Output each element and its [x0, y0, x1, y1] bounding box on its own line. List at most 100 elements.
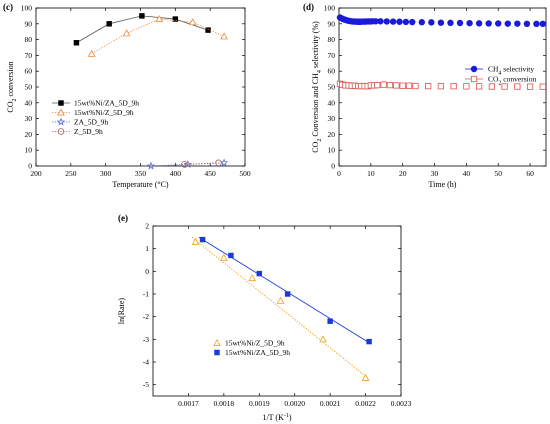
legend-marker [213, 338, 221, 346]
y-tick-label: 0 [331, 162, 335, 171]
y-tick-label: 100 [324, 4, 336, 13]
data-point [155, 15, 164, 23]
y-tick-label: 80 [328, 35, 336, 44]
x-tick-label: 400 [170, 169, 182, 178]
x-tick-label: 0.0023 [391, 399, 412, 408]
data-point [526, 83, 534, 90]
y-tick-label: 50 [25, 83, 33, 92]
y-tick-label: -1 [143, 290, 149, 299]
data-point [188, 18, 197, 26]
x-tick-label: 20 [399, 169, 407, 178]
y-tick-label: 2 [145, 222, 149, 231]
x-axis-title: Time (h) [429, 180, 457, 189]
fit-line [191, 236, 370, 380]
x-tick-label: 200 [30, 169, 42, 178]
data-point [389, 18, 397, 25]
x-tick-label: 0.0022 [355, 399, 376, 408]
y-tick-label: -4 [143, 358, 149, 367]
series-line [76, 15, 209, 44]
data-point [488, 83, 495, 90]
data-point [386, 81, 394, 89]
x-tick-label: 60 [526, 169, 534, 178]
series-0 [73, 13, 211, 46]
data-point [409, 18, 416, 26]
y-axis-title: CO2 conversion [6, 61, 18, 112]
data-point [256, 270, 263, 277]
data-point [437, 83, 445, 90]
data-point [450, 83, 457, 90]
x-tick-label: 40 [463, 169, 471, 178]
data-point [539, 83, 546, 90]
y-tick-label: 60 [328, 67, 336, 76]
data-point [402, 18, 410, 26]
x-tick-label: 50 [494, 169, 502, 178]
fit-line [198, 236, 370, 344]
series-1 [198, 236, 372, 345]
chart-panel-c: 200 250 300 350 400 450 500 0 10 20 30 40 50 60 70 80 90… [3, 2, 251, 189]
data-point [366, 338, 372, 345]
y-tick-label: 20 [25, 130, 33, 139]
y-tick-label: 10 [25, 146, 33, 155]
y-tick-label: 30 [25, 114, 33, 123]
data-point [425, 82, 432, 90]
data-point [87, 49, 96, 57]
data-point [405, 82, 413, 89]
y-tick-label: 20 [328, 130, 336, 139]
data-point [463, 83, 470, 90]
data-point [456, 19, 464, 27]
legend: 15wt%Ni/ZA_5D_9h15wt%Ni/Z_5D_9hZA_5D_9hZ… [52, 99, 139, 136]
data-point [466, 19, 473, 27]
panel-label: (c) [3, 2, 13, 12]
y-tick-label: 1 [145, 244, 149, 253]
x-tick-label: 500 [239, 169, 251, 178]
data-point [514, 20, 521, 27]
y-tick-label: 0 [145, 267, 149, 276]
y-tick-label: 80 [25, 35, 33, 44]
data-point [181, 161, 188, 168]
series-1 [336, 80, 546, 90]
panel-label: (e) [118, 213, 128, 223]
data-point [73, 40, 80, 46]
y-axis-title: ln(Rate) [117, 298, 126, 325]
legend-marker [57, 128, 65, 135]
legend-label: 15wt%Ni/ZA_5D_9h [74, 99, 139, 108]
x-tick-label: 0.0018 [214, 399, 235, 408]
series-1 [87, 15, 228, 57]
y-tick-label: 100 [21, 4, 33, 13]
data-point [383, 18, 390, 25]
legend-label: Z_5D_9h [74, 127, 103, 136]
data-point [514, 83, 521, 90]
legend-marker [470, 75, 478, 83]
data-point [539, 20, 547, 27]
data-point [437, 19, 445, 26]
data-point [361, 373, 370, 381]
y-tick-label: 90 [25, 19, 33, 28]
x-tick-label: 10 [367, 169, 375, 178]
legend-label: CH4 selectivity [488, 65, 534, 77]
data-point [228, 252, 234, 259]
x-tick-label: 0.0017 [178, 399, 199, 408]
data-point [215, 159, 222, 167]
y-tick-label: 60 [25, 67, 33, 76]
plot-frame [152, 225, 402, 397]
data-point [183, 160, 192, 168]
legend-marker [58, 100, 64, 106]
data-point [284, 291, 291, 297]
data-point [396, 18, 403, 25]
data-point [476, 83, 483, 90]
legend-marker [470, 65, 478, 73]
data-point [523, 20, 531, 27]
data-point [276, 296, 285, 304]
chart-panel-d: 0 10 20 30 40 50 60 0 10 20 30 40 50 60 70 80 90 100 (d) Ti… [303, 2, 547, 189]
y-tick-label: -2 [143, 312, 149, 321]
x-tick-label: 0.0020 [284, 399, 305, 408]
series-0 [336, 14, 547, 27]
data-point [495, 20, 502, 27]
data-point [219, 158, 229, 167]
y-tick-label: 50 [328, 83, 336, 92]
data-point [418, 19, 425, 26]
data-point [319, 335, 327, 343]
y-tick-label: 70 [25, 51, 33, 60]
